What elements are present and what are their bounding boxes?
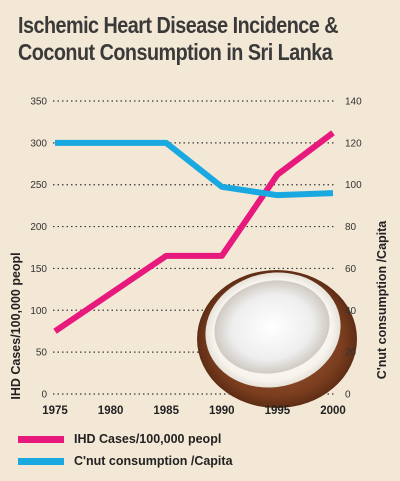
y-tick-label-left: 50 bbox=[36, 348, 48, 359]
y-tick-label-left: 250 bbox=[30, 180, 47, 191]
chart-title-line-2: Coconut Consumption in Sri Lanka bbox=[18, 39, 333, 65]
coconut-image bbox=[197, 270, 357, 408]
y-tick-label-left: 200 bbox=[30, 222, 47, 233]
x-tick-label: 1985 bbox=[153, 405, 179, 417]
series-line-coconut bbox=[55, 139, 334, 199]
chart-title: Ischemic Heart Disease Incidence & Cocon… bbox=[18, 12, 339, 66]
y-tick-label-left: 350 bbox=[30, 97, 47, 108]
x-tick-label: 1980 bbox=[98, 405, 124, 417]
legend-item-coconut: C'nut consumption /Capita bbox=[18, 450, 233, 472]
y-tick-label-right: 80 bbox=[345, 222, 357, 233]
legend-label-ihd: IHD Cases/100,000 peopl bbox=[74, 432, 222, 446]
series-line-ihd bbox=[53, 130, 335, 334]
y-axis-label-right: C'nut consumption /Capita bbox=[375, 220, 389, 380]
x-tick-label: 1995 bbox=[265, 405, 291, 417]
y-axis-label-left: IHD Cases/100,000 peopl bbox=[9, 252, 23, 399]
x-tick-label: 2000 bbox=[320, 405, 346, 417]
y-tick-label-right: 120 bbox=[345, 138, 362, 149]
x-tick-label: 1975 bbox=[42, 405, 68, 417]
legend-swatch-coconut bbox=[18, 457, 64, 465]
legend-swatch-ihd bbox=[18, 435, 64, 443]
y-tick-label-right: 40 bbox=[345, 306, 357, 317]
y-tick-label-right: 100 bbox=[345, 180, 362, 191]
y-tick-label-left: 100 bbox=[30, 306, 47, 317]
y-tick-label-right: 60 bbox=[345, 264, 357, 275]
y-tick-label-left: 0 bbox=[41, 390, 47, 401]
legend-label-coconut: C'nut consumption /Capita bbox=[74, 454, 233, 468]
legend: IHD Cases/100,000 peopl C'nut consumptio… bbox=[18, 428, 233, 472]
chart-title-line-1: Ischemic Heart Disease Incidence & bbox=[18, 12, 339, 38]
series-lines bbox=[53, 130, 335, 334]
y-tick-label-right: 0 bbox=[345, 390, 351, 401]
y-tick-label-left: 300 bbox=[30, 138, 47, 149]
y-tick-label-right: 20 bbox=[345, 348, 357, 359]
y-tick-label-right: 140 bbox=[345, 97, 362, 108]
axis-ticks: 0 50 100 150 200 250 300 350 0 20 40 60 80 100 120 140 1… bbox=[30, 97, 362, 418]
x-tick-label: 1990 bbox=[209, 405, 235, 417]
y-tick-label-left: 150 bbox=[30, 264, 47, 275]
legend-item-ihd: IHD Cases/100,000 peopl bbox=[18, 428, 233, 450]
